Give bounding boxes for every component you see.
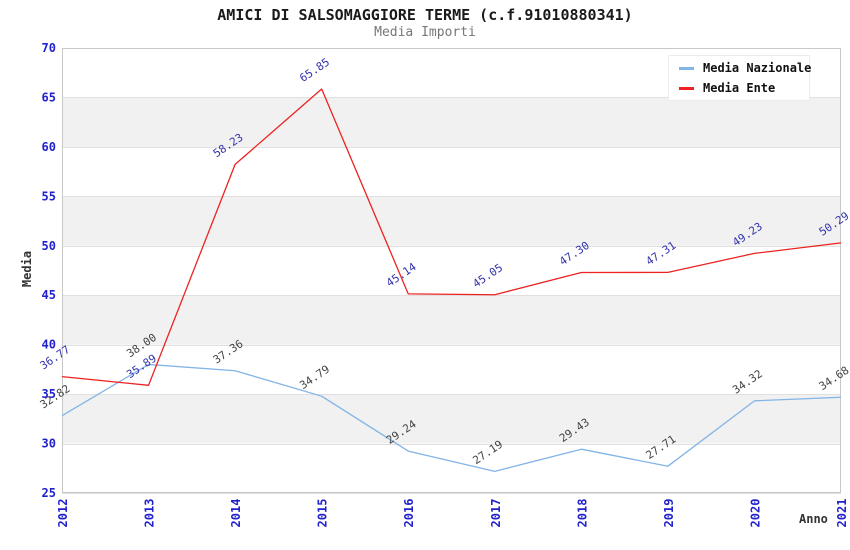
grid-band [62, 394, 841, 444]
legend-item-media-nazionale: Media Nazionale [679, 61, 811, 75]
point-label: 45.05 [470, 261, 505, 290]
legend-label-media-nazionale: Media Nazionale [703, 61, 812, 75]
x-tick-label: 2018 [575, 499, 589, 528]
legend: Media Nazionale Media Ente [668, 55, 811, 101]
x-tick-label: 2016 [402, 499, 416, 528]
grid-band [62, 196, 841, 246]
chart-subtitle: Media Importi [374, 25, 476, 40]
y-tick-label: 50 [42, 239, 56, 253]
plot-frame [62, 48, 841, 493]
y-tick-label: 45 [42, 288, 56, 302]
y-axis-title: Media [20, 250, 34, 288]
legend-item-media-ente: Media Ente [679, 81, 799, 95]
y-tick-label: 35 [42, 387, 56, 401]
x-tick-label: 2015 [316, 499, 330, 528]
y-tick-label: 60 [42, 140, 56, 154]
chart-title: AMICI DI SALSOMAGGIORE TERME (c.f.910108… [217, 6, 633, 24]
x-tick-label: 2020 [748, 499, 762, 528]
x-tick-label: 2012 [56, 499, 70, 528]
y-tick-label: 70 [42, 41, 56, 55]
x-tick-label: 2021 [835, 499, 849, 528]
point-label: 45.14 [384, 260, 419, 290]
point-label: 34.79 [297, 363, 332, 392]
series-line-media-nazionale [61, 363, 842, 472]
y-tick-label: 40 [42, 338, 56, 352]
point-label: 65.85 [297, 55, 332, 84]
x-tick-label: 2019 [662, 499, 676, 528]
x-tick-label: 2017 [489, 499, 503, 528]
x-tick-label: 2013 [143, 499, 157, 528]
y-tick-label: 55 [42, 189, 56, 203]
y-tick-label: 30 [42, 437, 56, 451]
y-tick-label: 65 [42, 90, 56, 104]
legend-label-media-ente: Media Ente [703, 81, 776, 95]
legend-swatch-media-nazionale [679, 66, 694, 70]
y-tick-label: 25 [42, 486, 56, 500]
point-label: 34.68 [817, 364, 850, 393]
grid-band [62, 97, 841, 147]
x-tick-label: 2014 [229, 499, 243, 528]
legend-swatch-media-ente [679, 86, 694, 90]
grid-band [62, 295, 841, 345]
x-axis-title: Anno [799, 512, 828, 526]
point-label: 34.32 [730, 367, 765, 396]
series-line-media-ente [61, 88, 842, 386]
